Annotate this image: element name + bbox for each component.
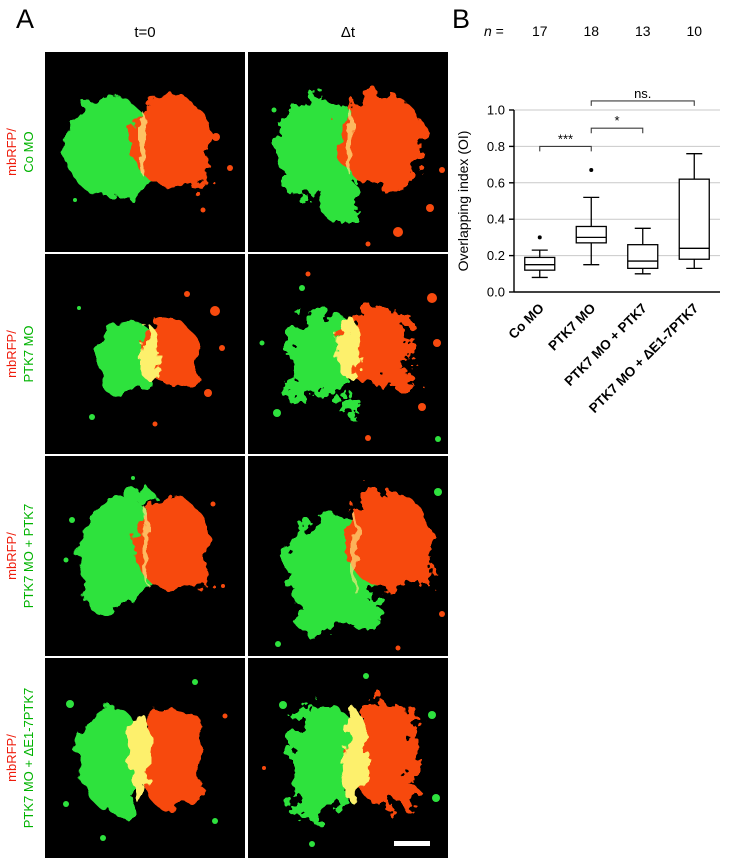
row-label-mbrfp: mbRFP/ <box>4 330 20 378</box>
micrograph-row-co-mo: mbRFP/ Co MO <box>0 52 448 252</box>
panel-b: B 0.0 0.2 0.4 0.6 0.8 1.0 Overlapping index (O… <box>452 0 747 490</box>
scale-bar <box>394 841 430 846</box>
sig-bracket <box>539 145 592 152</box>
micrograph-row-ptk7-mo: mbRFP/ PTK7 MO <box>0 254 448 454</box>
row-label-cell: mbRFP/ PTK7 MO + ΔE1-7PTK7 <box>0 658 42 858</box>
n-prefix: n = <box>484 23 504 39</box>
box-2 <box>627 244 659 269</box>
row-label-condition: Co MO <box>21 131 36 173</box>
y-tick-label: 0.4 <box>487 212 505 227</box>
column-header-t0: t=0 <box>134 24 156 41</box>
outlier <box>537 235 542 240</box>
y-axis-title: Overlapping index (OI) <box>455 131 471 272</box>
x-category-label: PTK7 MO + ΔE1-7PTK7 <box>586 301 701 416</box>
n-value: 17 <box>532 23 548 39</box>
micrograph-co-mo-dt <box>248 52 448 252</box>
micrograph-ptk7-mo-t0 <box>45 254 245 454</box>
sig-label: ns. <box>634 86 651 101</box>
row-label: mbRFP/ Co MO <box>4 128 38 176</box>
y-tick-label: 1.0 <box>487 103 505 118</box>
micrograph-ptk7-mo-ptk7-t0 <box>45 456 245 656</box>
micrograph-row-ptk7-mo-ptk7: mbRFP/ PTK7 MO + PTK7 <box>0 456 448 656</box>
x-category-label: PTK7 MO <box>545 301 598 354</box>
row-label-cell: mbRFP/ Co MO <box>0 52 42 252</box>
n-value: 10 <box>686 23 702 39</box>
row-label-mbrfp: mbRFP/ <box>4 128 20 176</box>
micrograph-grid: mbRFP/ Co MO <box>0 52 448 858</box>
sig-bracket <box>590 127 644 134</box>
outlier <box>589 168 594 173</box>
sig-bracket <box>590 100 695 106</box>
column-header-dt: Δt <box>340 24 356 41</box>
row-label-mbrfp: mbRFP/ <box>4 734 20 782</box>
panel-a: A t=0 Δt mbRFP/ Co MO <box>0 4 448 858</box>
micrograph-ptk7-mo-de17-dt <box>248 658 448 858</box>
row-label-condition: PTK7 MO <box>21 325 36 383</box>
row-label-condition: PTK7 MO + PTK7 <box>21 503 36 609</box>
y-tick-label: 0.0 <box>487 285 505 300</box>
micrograph-ptk7-mo-ptk7-dt <box>248 456 448 656</box>
row-label-cell: mbRFP/ PTK7 MO + PTK7 <box>0 456 42 656</box>
box-0 <box>524 256 556 271</box>
row-label: mbRFP/ PTK7 MO + PTK7 <box>4 504 38 608</box>
column-headers: t=0 Δt <box>45 24 448 41</box>
micrograph-co-mo-t0 <box>45 52 245 252</box>
y-tick-label: 0.8 <box>487 139 505 154</box>
n-value: 18 <box>583 23 599 39</box>
row-label-cell: mbRFP/ PTK7 MO <box>0 254 42 454</box>
micrograph-ptk7-mo-dt <box>248 254 448 454</box>
row-label: mbRFP/ PTK7 MO <box>4 325 38 382</box>
row-label-condition: PTK7 MO + ΔE1-7PTK7 <box>21 687 36 829</box>
y-tick-label: 0.6 <box>487 175 505 190</box>
sig-label: * <box>614 113 619 128</box>
row-label: mbRFP/ PTK7 MO + ΔE1-7PTK7 <box>4 688 38 829</box>
n-value: 13 <box>635 23 651 39</box>
micrograph-row-ptk7-mo-de17: mbRFP/ PTK7 MO + ΔE1-7PTK7 <box>0 658 448 858</box>
row-label-mbrfp: mbRFP/ <box>4 532 20 580</box>
micrograph-ptk7-mo-de17-t0 <box>45 658 245 858</box>
box-1 <box>575 225 607 244</box>
panel-b-label: B <box>452 4 471 34</box>
box-3 <box>678 178 710 260</box>
panel-a-label: A <box>16 4 35 34</box>
x-category-label: Co MO <box>506 301 547 342</box>
sig-label: *** <box>558 131 573 146</box>
y-tick-label: 0.2 <box>487 248 505 263</box>
boxplot: 0.0 0.2 0.4 0.6 0.8 1.0 Overlapping index (OI)… <box>455 23 720 416</box>
